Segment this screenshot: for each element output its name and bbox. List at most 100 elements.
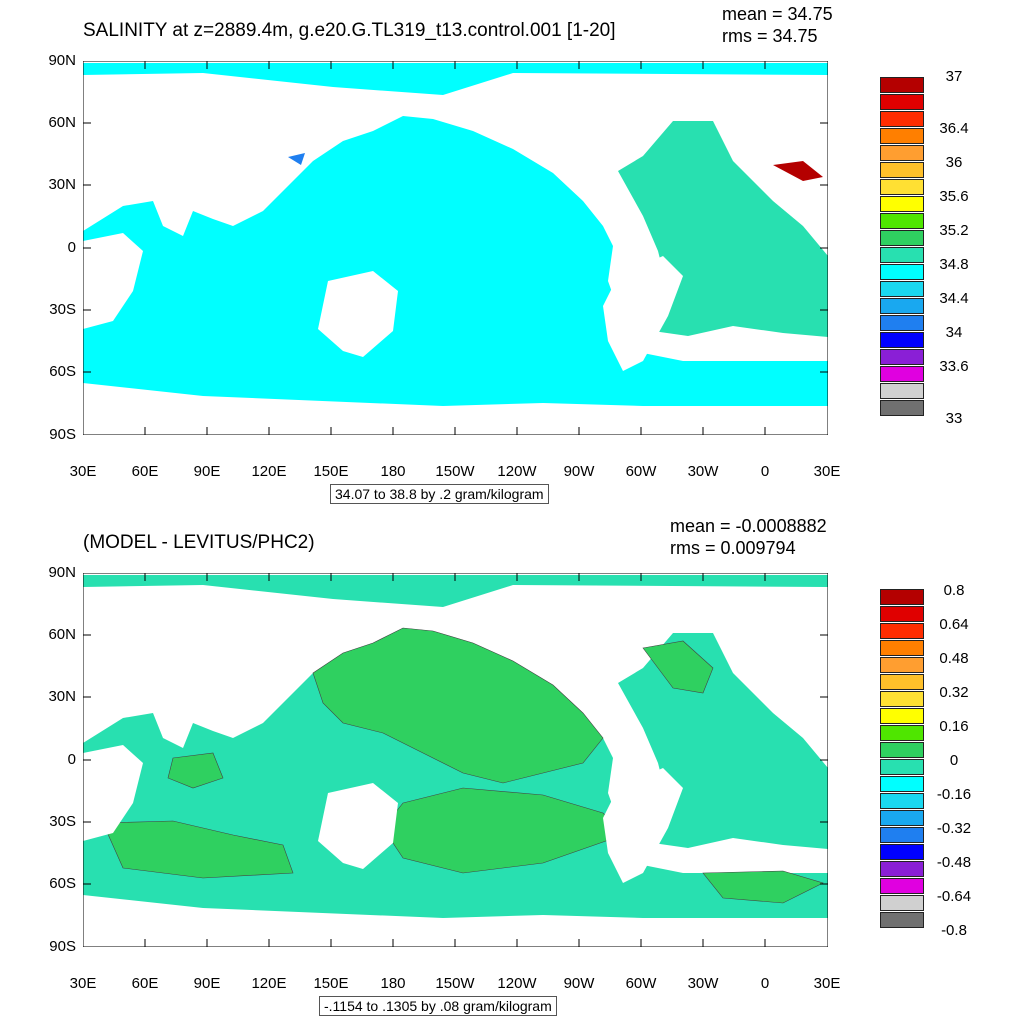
lon-label: 120W bbox=[497, 975, 537, 992]
colorbar-swatch bbox=[880, 111, 924, 127]
colorbar-label: 35.6 bbox=[939, 188, 969, 205]
colorbar-label: 33.6 bbox=[939, 358, 969, 375]
lon-label: 90E bbox=[193, 463, 221, 480]
colorbar-swatch bbox=[880, 213, 924, 229]
colorbar-swatch bbox=[880, 708, 924, 724]
lon-label: 60W bbox=[625, 463, 657, 480]
lon-label: 150W bbox=[435, 975, 475, 992]
colorbar-swatch bbox=[880, 332, 924, 348]
colorbar-swatch bbox=[880, 776, 924, 792]
lat-label-90s: 90S bbox=[49, 426, 76, 443]
lon-label: 30E bbox=[69, 463, 97, 480]
colorbar-swatch bbox=[880, 94, 924, 110]
salinity-rms: rms = 34.75 bbox=[722, 26, 818, 46]
lon-label: 120E bbox=[251, 463, 287, 480]
difference-mean: mean = -0.0008882 bbox=[670, 516, 827, 536]
colorbar-swatch bbox=[880, 657, 924, 673]
lat-label-30n: 30N bbox=[48, 688, 76, 705]
lat-label-60s: 60S bbox=[49, 363, 76, 380]
colorbar-label: 0.8 bbox=[943, 582, 965, 599]
lon-label: 30W bbox=[687, 975, 719, 992]
lat-label-0: 0 bbox=[67, 239, 76, 256]
colorbar-swatch bbox=[880, 281, 924, 297]
colorbar-swatch bbox=[880, 861, 924, 877]
salinity-title: SALINITY at z=2889.4m, g.e20.G.TL319_t13… bbox=[83, 20, 616, 41]
salinity-colorbar bbox=[880, 77, 926, 419]
colorbar-swatch bbox=[880, 623, 924, 639]
difference-rms: rms = 0.009794 bbox=[670, 538, 796, 558]
colorbar-swatch bbox=[880, 145, 924, 161]
lat-label-60n: 60N bbox=[48, 114, 76, 131]
colorbar-label: -0.48 bbox=[936, 854, 972, 871]
lon-label: 30E bbox=[69, 975, 97, 992]
colorbar-swatch bbox=[880, 264, 924, 280]
colorbar-label: 34.4 bbox=[939, 290, 969, 307]
colorbar-swatch bbox=[880, 128, 924, 144]
difference-map bbox=[83, 573, 828, 947]
lon-label: 150E bbox=[313, 975, 349, 992]
lat-label-30s: 30S bbox=[49, 301, 76, 318]
contour-info-box: 34.07 to 38.8 by .2 gram/kilogram bbox=[330, 484, 549, 504]
colorbar-swatch bbox=[880, 759, 924, 775]
colorbar-label: 34 bbox=[945, 324, 963, 341]
lat-label-90n: 90N bbox=[48, 564, 76, 581]
colorbar-swatch bbox=[880, 878, 924, 894]
lat-label-30s: 30S bbox=[49, 813, 76, 830]
colorbar-swatch bbox=[880, 162, 924, 178]
salinity-mean: mean = 34.75 bbox=[722, 4, 833, 24]
colorbar-label: 37 bbox=[945, 68, 963, 85]
colorbar-swatch bbox=[880, 589, 924, 605]
colorbar-label: -0.16 bbox=[936, 786, 972, 803]
lat-label-60s: 60S bbox=[49, 875, 76, 892]
colorbar-swatch bbox=[880, 827, 924, 843]
lon-label: 180 bbox=[380, 975, 406, 992]
colorbar-swatch bbox=[880, 912, 924, 928]
lon-label: 90W bbox=[563, 975, 595, 992]
lat-label-30n: 30N bbox=[48, 176, 76, 193]
lat-label-60n: 60N bbox=[48, 626, 76, 643]
colorbar-label: 35.2 bbox=[939, 222, 969, 239]
lat-label-90s: 90S bbox=[49, 938, 76, 955]
lon-label: 90E bbox=[193, 975, 221, 992]
lat-label-90n: 90N bbox=[48, 52, 76, 69]
colorbar-swatch bbox=[880, 844, 924, 860]
colorbar-swatch bbox=[880, 298, 924, 314]
colorbar-label: 0.16 bbox=[939, 718, 969, 735]
colorbar-swatch bbox=[880, 196, 924, 212]
difference-colorbar bbox=[880, 589, 926, 931]
colorbar-swatch bbox=[880, 606, 924, 622]
colorbar-swatch bbox=[880, 315, 924, 331]
colorbar-label: 34.8 bbox=[939, 256, 969, 273]
colorbar-label: 33 bbox=[945, 410, 963, 427]
colorbar-swatch bbox=[880, 810, 924, 826]
colorbar-swatch bbox=[880, 674, 924, 690]
colorbar-swatch bbox=[880, 247, 924, 263]
salinity-map bbox=[83, 61, 828, 435]
colorbar-label: 0 bbox=[949, 752, 959, 769]
colorbar-swatch bbox=[880, 230, 924, 246]
lon-label: 30E bbox=[813, 463, 841, 480]
colorbar-swatch bbox=[880, 400, 924, 416]
lat-label-0: 0 bbox=[67, 751, 76, 768]
colorbar-swatch bbox=[880, 77, 924, 93]
colorbar-swatch bbox=[880, 691, 924, 707]
colorbar-swatch bbox=[880, 742, 924, 758]
lon-label: 60W bbox=[625, 975, 657, 992]
contour-info-box: -.1154 to .1305 by .08 gram/kilogram bbox=[319, 996, 557, 1016]
lon-label: 150W bbox=[435, 463, 475, 480]
colorbar-swatch bbox=[880, 383, 924, 399]
lon-label: 30W bbox=[687, 463, 719, 480]
lon-label: 180 bbox=[380, 463, 406, 480]
lon-label: 30E bbox=[813, 975, 841, 992]
colorbar-label: 36.4 bbox=[939, 120, 969, 137]
colorbar-label: -0.32 bbox=[936, 820, 972, 837]
colorbar-swatch bbox=[880, 725, 924, 741]
colorbar-swatch bbox=[880, 640, 924, 656]
colorbar-swatch bbox=[880, 895, 924, 911]
lon-label: 60E bbox=[131, 463, 159, 480]
lon-label: 90W bbox=[563, 463, 595, 480]
colorbar-swatch bbox=[880, 349, 924, 365]
difference-title: (MODEL - LEVITUS/PHC2) bbox=[83, 532, 315, 553]
lon-label: 0 bbox=[760, 975, 770, 992]
difference-panel: (MODEL - LEVITUS/PHC2) mean = -0.0008882… bbox=[0, 512, 1024, 1024]
